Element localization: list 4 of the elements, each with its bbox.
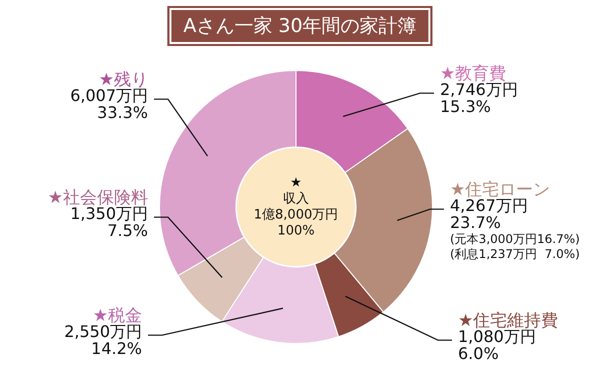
text: ★ 収入 1億8,000万円 100%	[254, 175, 338, 238]
text: (利息1,237万円 7.0%)	[450, 247, 580, 262]
text: (元本3,000万円16.7%)	[450, 232, 580, 246]
chart-title: Aさん一家 30年間の家計簿	[167, 6, 433, 46]
